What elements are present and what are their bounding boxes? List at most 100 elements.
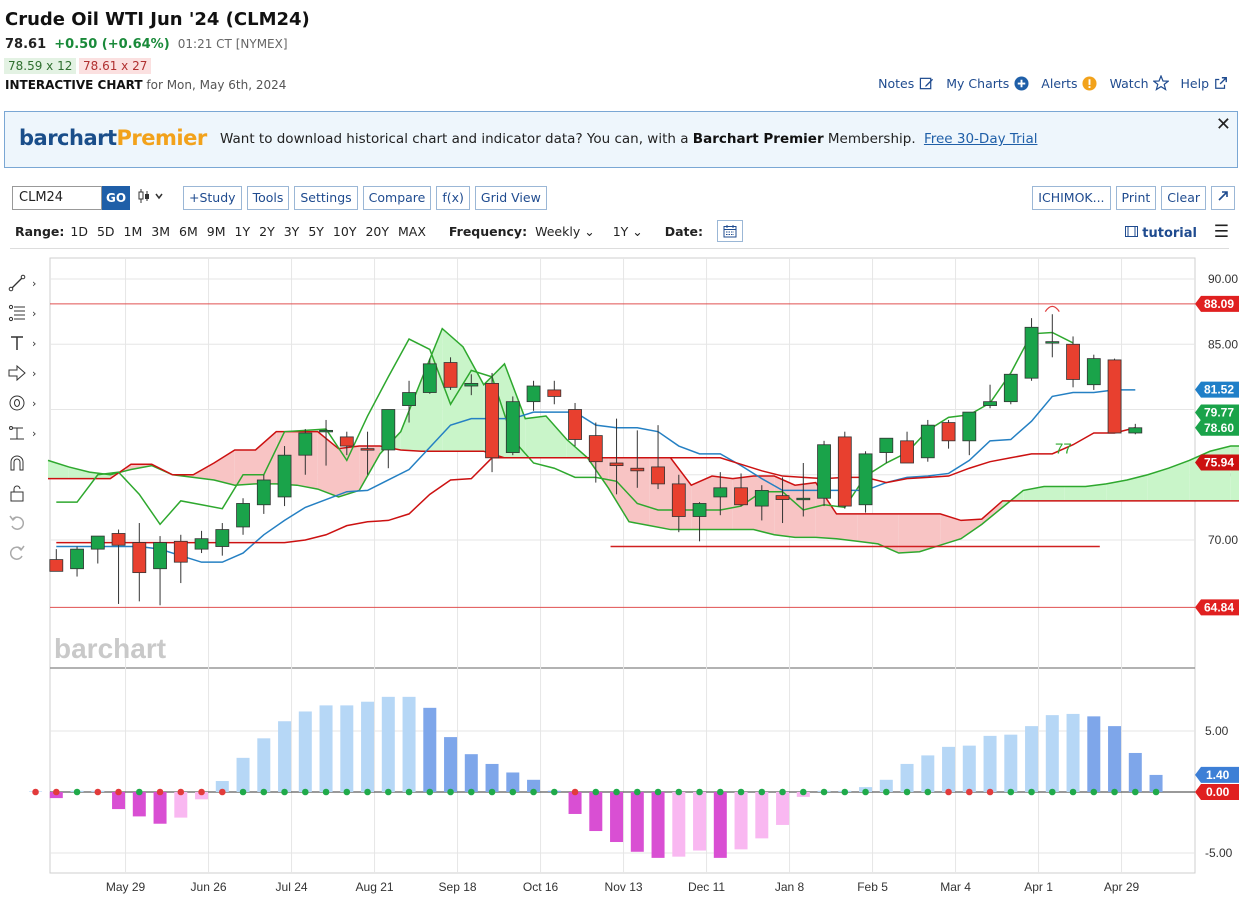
redo-tool[interactable] bbox=[8, 538, 48, 568]
range-5d[interactable]: 5D bbox=[96, 223, 115, 239]
histogram-bar bbox=[693, 792, 707, 851]
symbol-input[interactable]: CLM24 bbox=[12, 186, 102, 210]
cloud-segment bbox=[193, 463, 214, 480]
histogram-bar bbox=[942, 746, 956, 792]
free-trial-link[interactable]: Free 30-Day Trial bbox=[923, 131, 1038, 147]
undo-tool[interactable] bbox=[8, 508, 48, 538]
my-charts-link[interactable]: My Charts bbox=[946, 75, 1029, 91]
menu-icon[interactable]: ☰ bbox=[1213, 222, 1229, 242]
tutorial-link[interactable]: tutorial bbox=[1124, 226, 1197, 241]
histogram-bar bbox=[174, 792, 188, 818]
signal-dot bbox=[343, 788, 351, 796]
cloud-segment bbox=[359, 446, 380, 491]
line-tool[interactable]: › bbox=[8, 268, 48, 298]
range-5y[interactable]: 5Y bbox=[308, 223, 324, 239]
add-study-button[interactable]: +Study bbox=[183, 186, 242, 210]
price-label-box bbox=[1195, 295, 1239, 312]
histogram-bar bbox=[713, 792, 727, 858]
magnet-tool[interactable] bbox=[8, 448, 48, 478]
trendline-icon bbox=[8, 274, 26, 292]
histogram-tick: -5.00 bbox=[1205, 846, 1233, 860]
range-3y[interactable]: 3Y bbox=[283, 223, 300, 239]
candle-body bbox=[90, 535, 105, 550]
candle-body bbox=[1107, 359, 1122, 434]
signal-dot bbox=[136, 788, 143, 796]
price-label: 81.52 bbox=[1204, 383, 1234, 397]
settings-button[interactable]: Settings bbox=[294, 186, 358, 210]
measure-tool[interactable]: › bbox=[8, 418, 48, 448]
help-link[interactable]: Help bbox=[1181, 75, 1230, 91]
clear-button[interactable]: Clear bbox=[1161, 186, 1206, 210]
function-button[interactable]: f(x) bbox=[436, 186, 470, 210]
candle-body bbox=[70, 548, 84, 570]
frequency-select[interactable]: Weekly ⌄ bbox=[535, 224, 595, 239]
banner-message-text: Want to download historical chart and in… bbox=[220, 131, 689, 147]
candle-body bbox=[1003, 373, 1018, 403]
cloud-segment bbox=[1168, 460, 1190, 501]
candle-body bbox=[837, 436, 852, 507]
price-chart[interactable]: May 29 Jun 26 Jul 24 Aug 21 Sep 18 Oct 16 Nov … bbox=[0, 250, 1239, 913]
candle-body bbox=[858, 453, 873, 506]
close-icon[interactable]: ✕ bbox=[1215, 114, 1231, 135]
cloud-segment bbox=[608, 457, 629, 522]
x-tick-label: May 29 bbox=[106, 880, 146, 894]
histogram-bar bbox=[402, 696, 416, 792]
range-9m[interactable]: 9M bbox=[206, 223, 226, 239]
cloud-segment bbox=[255, 431, 277, 484]
histogram-bar bbox=[278, 721, 292, 792]
signal-dot bbox=[551, 788, 558, 796]
histogram-bar bbox=[485, 763, 499, 792]
range-1m[interactable]: 1M bbox=[123, 223, 143, 239]
go-button[interactable]: GO bbox=[102, 186, 130, 210]
barchart-watermark: barchart bbox=[54, 633, 166, 664]
candle-body bbox=[319, 429, 333, 433]
histogram-bar bbox=[319, 705, 333, 792]
histogram-bar bbox=[610, 792, 624, 843]
help-label: Help bbox=[1180, 75, 1210, 91]
price-label-box bbox=[1195, 404, 1239, 421]
chart-type-dropdown[interactable] bbox=[138, 188, 178, 208]
candle-body bbox=[796, 497, 811, 501]
x-tick-label: Mar 4 bbox=[940, 880, 971, 894]
range-10y[interactable]: 10Y bbox=[332, 223, 357, 239]
cloud-segment bbox=[857, 513, 878, 544]
candle-body bbox=[1024, 326, 1039, 379]
range-2y[interactable]: 2Y bbox=[259, 223, 275, 239]
grid-view-button[interactable]: Grid View bbox=[474, 186, 547, 210]
print-button[interactable]: Print bbox=[1115, 186, 1157, 210]
signal-dot bbox=[903, 788, 911, 796]
range-3m[interactable]: 3M bbox=[151, 223, 171, 239]
range-20y[interactable]: 20Y bbox=[365, 223, 390, 239]
tools-button[interactable]: Tools bbox=[246, 186, 290, 210]
histogram-bar bbox=[153, 792, 167, 824]
signal-dot bbox=[447, 788, 454, 796]
candle-body bbox=[900, 440, 914, 464]
histogram-bar bbox=[776, 792, 790, 825]
period-select[interactable]: 1Y ⌄ bbox=[613, 224, 643, 239]
notes-link[interactable]: Notes bbox=[878, 75, 934, 91]
histogram-bar bbox=[1066, 713, 1080, 792]
price-label: 78.60 bbox=[1204, 421, 1234, 435]
shape-tool[interactable]: › bbox=[8, 388, 48, 418]
histogram-bar bbox=[962, 745, 976, 792]
signal-dot bbox=[779, 788, 786, 796]
range-6m[interactable]: 6M bbox=[179, 223, 198, 239]
range-max[interactable]: MAX bbox=[398, 223, 426, 239]
arrow-tool[interactable]: › bbox=[8, 358, 48, 388]
signal-dot bbox=[1090, 788, 1098, 796]
alerts-link[interactable]: Alerts bbox=[1041, 75, 1097, 91]
histogram-bar bbox=[1149, 774, 1163, 792]
watch-link[interactable]: Watch bbox=[1110, 75, 1169, 91]
text-tool[interactable]: › bbox=[8, 328, 48, 358]
range-1d[interactable]: 1D bbox=[70, 223, 88, 239]
expand-button[interactable] bbox=[1211, 186, 1235, 210]
cloud-segment bbox=[878, 513, 899, 554]
x-tick-label: Sep 18 bbox=[439, 880, 477, 894]
lock-tool[interactable] bbox=[8, 478, 48, 508]
range-1y[interactable]: 1Y bbox=[234, 223, 251, 239]
template-button[interactable]: ICHIMOK... bbox=[1032, 186, 1111, 210]
fib-tool[interactable]: › bbox=[8, 298, 48, 328]
signal-dot bbox=[1111, 788, 1118, 796]
calendar-button[interactable] bbox=[717, 220, 744, 242]
compare-button[interactable]: Compare bbox=[362, 186, 432, 210]
